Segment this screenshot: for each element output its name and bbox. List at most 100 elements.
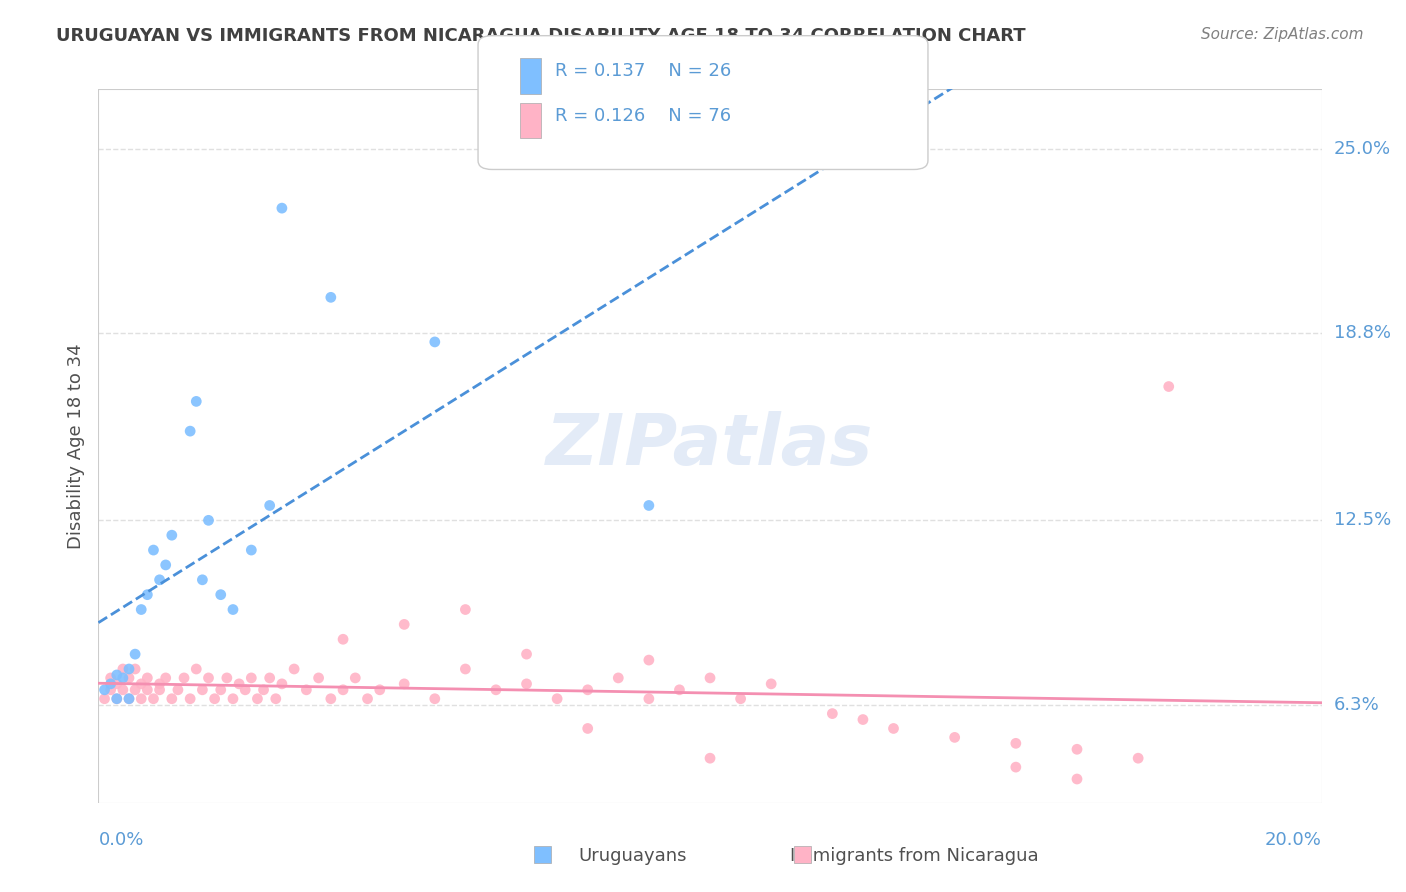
Point [191, 682, 214, 697]
Point [1066, 772, 1088, 786]
Point [730, 691, 752, 706]
Point [368, 682, 391, 697]
Point [105, 691, 128, 706]
Point [454, 602, 477, 616]
Point [637, 499, 661, 513]
Point [699, 671, 721, 685]
Point [124, 662, 146, 676]
Text: 20.0%: 20.0% [1265, 831, 1322, 849]
Point [105, 668, 128, 682]
Point [136, 682, 159, 697]
Point [149, 682, 172, 697]
Point [576, 722, 599, 736]
Point [209, 682, 232, 697]
Y-axis label: Disability Age 18 to 34: Disability Age 18 to 34 [66, 343, 84, 549]
Point [197, 513, 219, 527]
Point [883, 722, 905, 736]
Point [259, 499, 281, 513]
Point [1066, 742, 1088, 756]
Point [546, 691, 568, 706]
Point [222, 691, 245, 706]
Point [423, 334, 446, 349]
Point [246, 691, 269, 706]
Point [111, 671, 134, 685]
Point [215, 671, 238, 685]
Point [240, 543, 263, 558]
Point [454, 662, 477, 676]
Point [852, 713, 875, 727]
Text: Uruguayans: Uruguayans [578, 847, 688, 865]
Point [179, 691, 201, 706]
Point [136, 671, 159, 685]
Point [1157, 379, 1180, 393]
Point [516, 677, 538, 691]
Point [319, 290, 342, 304]
Point [516, 647, 538, 661]
Point [118, 691, 141, 706]
Point [173, 671, 195, 685]
Point [319, 691, 342, 706]
Point [136, 588, 159, 602]
Point [111, 662, 134, 676]
Text: Source: ZipAtlas.com: Source: ZipAtlas.com [1201, 27, 1364, 42]
Point [259, 671, 281, 685]
Point [759, 677, 782, 691]
Point [1004, 736, 1026, 750]
Point [167, 682, 190, 697]
Point [228, 677, 250, 691]
Text: 6.3%: 6.3% [1334, 696, 1379, 714]
Point [332, 682, 354, 697]
Point [204, 691, 226, 706]
Point [155, 671, 177, 685]
Text: ZIPatlas: ZIPatlas [547, 411, 873, 481]
Point [111, 682, 134, 697]
Point [129, 677, 152, 691]
Point [1004, 760, 1026, 774]
Point [129, 602, 152, 616]
Point [118, 691, 141, 706]
Text: Immigrants from Nicaragua: Immigrants from Nicaragua [790, 847, 1038, 865]
Point [149, 573, 172, 587]
Point [270, 201, 292, 215]
Text: R = 0.126    N = 76: R = 0.126 N = 76 [555, 107, 731, 125]
Text: URUGUAYAN VS IMMIGRANTS FROM NICARAGUA DISABILITY AGE 18 TO 34 CORRELATION CHART: URUGUAYAN VS IMMIGRANTS FROM NICARAGUA D… [56, 27, 1026, 45]
Point [332, 632, 354, 647]
Point [124, 647, 146, 661]
Point [124, 682, 146, 697]
Point [943, 731, 966, 745]
Point [118, 671, 141, 685]
Text: R = 0.137    N = 26: R = 0.137 N = 26 [555, 62, 731, 80]
Point [100, 671, 122, 685]
Point [186, 394, 208, 409]
Point [637, 691, 661, 706]
Point [356, 691, 378, 706]
Point [129, 691, 152, 706]
Text: 18.8%: 18.8% [1334, 324, 1391, 342]
Point [699, 751, 721, 765]
Point [118, 662, 141, 676]
Text: 0.0%: 0.0% [98, 831, 143, 849]
Point [423, 691, 446, 706]
Point [155, 558, 177, 572]
Point [240, 671, 263, 685]
Point [270, 677, 292, 691]
Point [191, 573, 214, 587]
Point [485, 682, 508, 697]
Point [100, 682, 122, 697]
Point [283, 662, 305, 676]
Point [233, 682, 256, 697]
Point [308, 671, 330, 685]
Point [142, 691, 165, 706]
Point [821, 706, 844, 721]
Point [344, 671, 367, 685]
Point [222, 602, 245, 616]
Point [668, 682, 690, 697]
Point [197, 671, 219, 685]
Point [295, 682, 318, 697]
Point [105, 677, 128, 691]
Point [179, 424, 201, 438]
Point [209, 588, 232, 602]
Point [100, 677, 122, 691]
Text: 25.0%: 25.0% [1334, 140, 1391, 158]
Point [1128, 751, 1150, 765]
